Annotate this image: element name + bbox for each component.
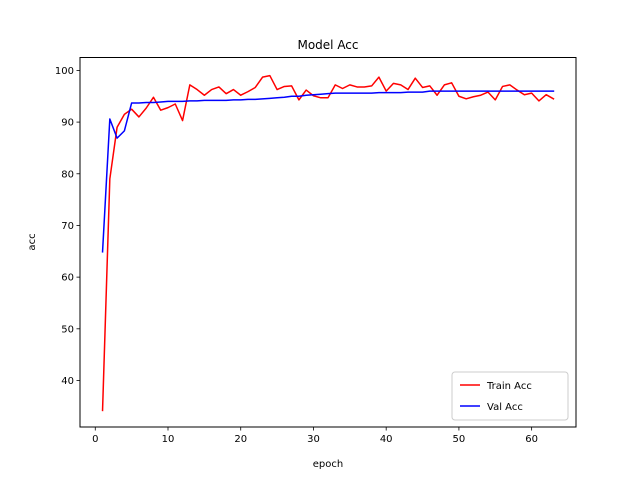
x-tick-label: 40	[380, 434, 393, 445]
chart-title: Model Acc	[297, 38, 358, 52]
y-tick-label: 60	[61, 273, 74, 284]
legend-box	[451, 371, 569, 421]
plot-lines	[101, 74, 555, 412]
y-tick-label: 80	[61, 169, 74, 180]
y-tick-label: 70	[61, 221, 74, 232]
series-line-val	[101, 90, 555, 253]
legend-label-val: Val Acc	[487, 402, 523, 413]
x-tick-label: 10	[162, 434, 175, 445]
y-axis-label: acc	[27, 233, 38, 250]
x-tick-label: 20	[234, 434, 247, 445]
x-axis-label: epoch	[313, 459, 343, 470]
y-tick-label: 40	[61, 376, 74, 387]
y-tick-label: 100	[55, 66, 74, 77]
plot-frame	[79, 57, 577, 428]
y-axis: 40 50 60 70 80 90 100	[55, 66, 80, 387]
legend: Train Acc Val Acc	[451, 371, 569, 421]
x-axis: 0 10 20 30 40 50 60	[92, 427, 538, 445]
x-tick-label: 50	[453, 434, 466, 445]
x-tick-label: 0	[92, 434, 98, 445]
y-tick-label: 90	[61, 118, 74, 129]
x-tick-label: 30	[307, 434, 320, 445]
y-tick-label: 50	[61, 324, 74, 335]
x-tick-label: 60	[525, 434, 538, 445]
series-line-train	[101, 74, 555, 412]
legend-label-train: Train Acc	[486, 381, 532, 392]
